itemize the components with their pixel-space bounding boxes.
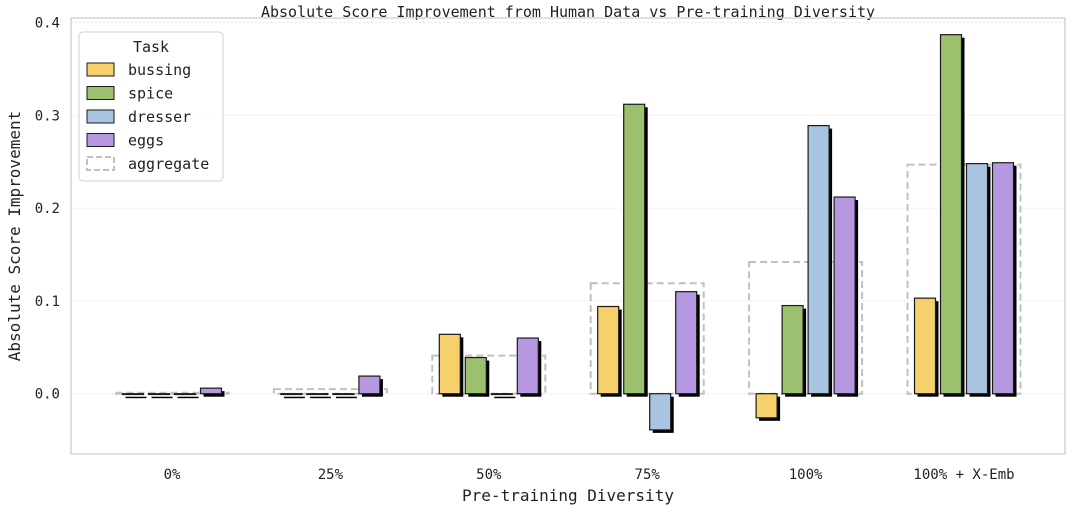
bar-spice — [306, 393, 329, 396]
legend-swatch-bussing — [86, 62, 115, 77]
legend-label-eggs: eggs — [128, 132, 164, 150]
bar-dresser — [490, 393, 513, 396]
bar-bussing — [121, 393, 145, 396]
bar-shadow — [151, 396, 173, 399]
x-tick-label: 50% — [476, 467, 502, 483]
legend-label-spice: spice — [128, 85, 173, 103]
legend-frame — [78, 31, 224, 182]
y-tick-label: 0.4 — [35, 16, 60, 32]
bars — [121, 34, 1017, 433]
bar-eggs — [516, 337, 539, 395]
aggregate-box — [431, 354, 547, 395]
bar-shadow — [335, 396, 357, 399]
legend-label-dresser: dresser — [128, 108, 191, 126]
y-tick-label: 0.3 — [35, 108, 60, 124]
y-axis-label: Absolute Score Improvement — [5, 111, 24, 361]
aggregate-boxes — [114, 163, 1022, 395]
legend-title: Task — [133, 38, 169, 56]
bar-eggs — [833, 196, 856, 395]
bar-bussing — [280, 393, 303, 396]
bar-shadow — [177, 396, 199, 399]
legend: Task bussing spice dresser eggs aggregate — [78, 31, 224, 182]
x-axis-ticks: 0% 25% 50% 75% 100% 100% + X-Emb — [164, 467, 1015, 483]
x-axis-label: Pre-training Diversity — [462, 486, 674, 505]
x-tick-label: 75% — [635, 467, 661, 483]
legend-swatch-dresser — [86, 109, 115, 124]
bar-eggs — [199, 387, 223, 395]
bar-dresser — [965, 163, 989, 395]
bar-eggs — [675, 291, 698, 395]
bar-bussing — [597, 305, 620, 395]
bar-spice — [147, 393, 171, 396]
bar-bussing — [438, 333, 461, 395]
bar-dresser — [807, 125, 830, 395]
bar-eggs — [358, 375, 381, 395]
bar-dresser — [332, 393, 355, 396]
chart-title: Absolute Score Improvement from Human Da… — [261, 3, 875, 21]
y-axis-ticks: 0.0 0.1 0.2 0.3 0.4 — [35, 16, 60, 403]
legend-swatch-spice — [86, 86, 115, 100]
bar-spice — [939, 34, 963, 395]
legend-label-aggregate: aggregate — [128, 155, 209, 173]
bar-spice — [623, 103, 646, 395]
bar-dresser — [173, 393, 197, 396]
plot-frame — [70, 17, 1066, 455]
bar-spice — [464, 356, 487, 395]
bar-shadow — [125, 396, 147, 399]
x-tick-label: 25% — [318, 467, 344, 483]
x-tick-label: 100% + X-Emb — [913, 467, 1014, 483]
y-tick-label: 0.0 — [35, 387, 60, 403]
bar-shadow — [494, 396, 516, 399]
bar-dresser — [649, 393, 672, 431]
y-tick-label: 0.2 — [35, 201, 60, 217]
bar-eggs — [991, 162, 1015, 395]
legend-swatch-eggs — [86, 133, 115, 147]
aggregate-box — [114, 391, 230, 395]
bar-bussing — [913, 297, 937, 395]
bar-shadow — [283, 396, 305, 399]
grid-lines — [71, 22, 1065, 395]
bar-shadow — [309, 396, 331, 399]
bar-spice — [781, 304, 804, 395]
x-tick-label: 100% — [789, 467, 823, 483]
y-tick-label: 0.1 — [35, 294, 60, 310]
x-tick-label: 0% — [164, 467, 181, 483]
aggregate-box — [272, 388, 388, 395]
legend-label-bussing: bussing — [128, 61, 191, 79]
legend-swatch-aggregate — [86, 156, 115, 171]
bar-bussing — [755, 393, 778, 419]
